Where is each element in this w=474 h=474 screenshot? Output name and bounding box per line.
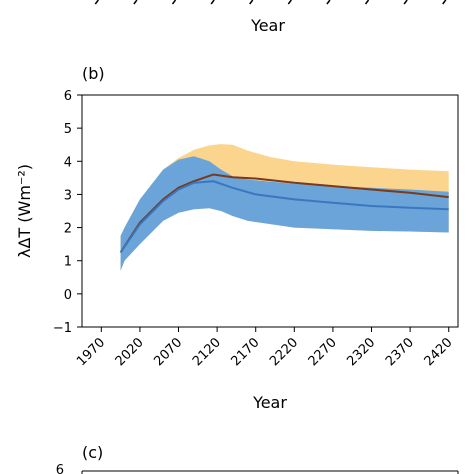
y-tick-label: 4 <box>64 155 72 170</box>
x-tick-label: 2370 <box>383 335 417 369</box>
y-tick-label: 6 <box>64 89 72 104</box>
blue-band-area <box>120 156 449 271</box>
x-tick-label: 2320 <box>344 335 378 369</box>
y-tick-label: 5 <box>64 122 72 137</box>
x-tick-label: 1970 <box>74 335 108 369</box>
panel-a-tick-remnant <box>442 0 447 5</box>
x-axis-label: Year <box>252 393 287 412</box>
panel-a-tick-remnant <box>210 0 215 5</box>
panel-a-tick-remnant <box>171 0 177 5</box>
panel-a: Year <box>94 0 447 35</box>
x-tick-label: 2120 <box>190 335 224 369</box>
panel-a-tick-remnant <box>403 0 408 5</box>
blue-line-series <box>119 180 449 253</box>
panel-c-label: (c) <box>82 443 103 462</box>
panel-c: 6 <box>56 463 459 474</box>
plot-frame <box>81 94 459 328</box>
panel-a-xlabel: Year <box>250 16 285 35</box>
y-tick-label: 0 <box>64 288 72 303</box>
x-tick-label: 2170 <box>229 335 263 369</box>
y-axis-label: λΔT (Wm⁻²) <box>15 164 34 258</box>
panel-a-tick-remnant <box>326 0 331 5</box>
y-tick-label: 1 <box>64 255 72 270</box>
y-tick-label: 3 <box>64 188 72 203</box>
y-tick-label: −1 <box>53 321 72 336</box>
x-tick-label: 2070 <box>151 335 185 369</box>
x-tick-label: 2220 <box>267 335 301 369</box>
panel-c-ytick-label: 6 <box>56 463 64 474</box>
panel-a-tick-remnant <box>133 0 138 5</box>
brown-line-series <box>119 173 449 253</box>
panel-a-tick-remnant <box>249 0 254 5</box>
y-tick-label: 2 <box>64 222 72 237</box>
panel-a-tick-remnant <box>94 0 99 5</box>
x-tick-label: 2270 <box>306 335 340 369</box>
panel-a-tick-remnant <box>287 0 292 5</box>
panel-b-label: (b) <box>82 64 105 83</box>
x-tick-label: 2020 <box>113 335 147 369</box>
panel-a-tick-remnant <box>364 0 370 5</box>
x-tick-label: 2420 <box>422 335 456 369</box>
